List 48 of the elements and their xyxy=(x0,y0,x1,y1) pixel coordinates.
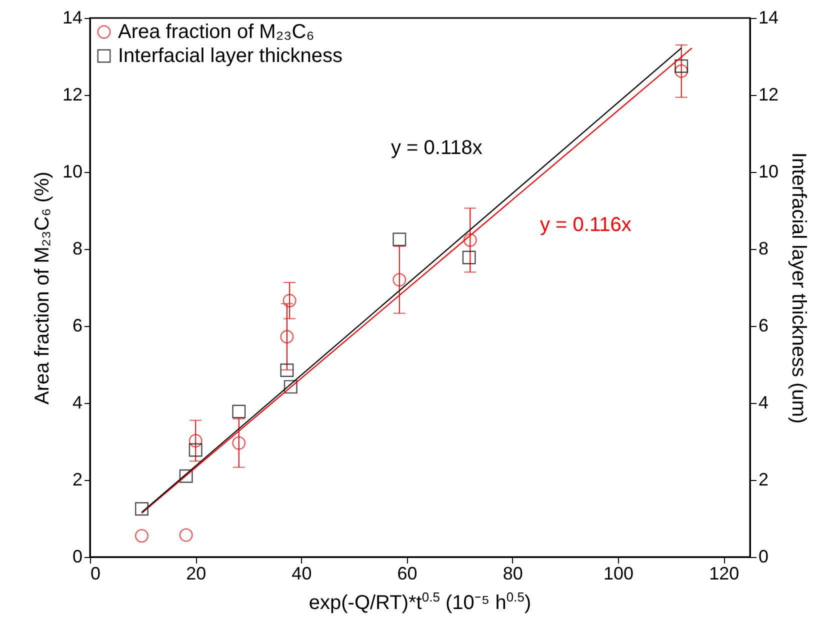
y2-tick-label: 10 xyxy=(758,162,779,182)
y2-axis-title: Interfacial layer thickness (um) xyxy=(788,152,810,424)
x-tick-label: 120 xyxy=(709,564,740,584)
y-tick-label: 10 xyxy=(62,162,82,182)
point xyxy=(282,294,296,308)
y-axis-title: Area fraction of M₂₃C₆ (%) xyxy=(31,172,54,404)
x-tick-label: 60 xyxy=(397,564,418,584)
point xyxy=(462,250,476,264)
y-tick-label: 4 xyxy=(72,392,82,412)
x-axis-title: exp(-Q/RT)*t$^{0.5}$ (10⁻⁵ h$^{0.5}$) xyxy=(308,588,532,615)
x-tick-label: 20 xyxy=(186,564,206,584)
y2-tick-label: 0 xyxy=(758,546,769,566)
x-tick-label: 80 xyxy=(502,564,523,584)
y-tick-label: 0 xyxy=(72,546,82,566)
point xyxy=(232,404,246,418)
y-tick-label: 14 xyxy=(62,8,82,28)
point xyxy=(674,64,688,78)
annotation: y = 0.118x xyxy=(391,137,482,160)
point xyxy=(179,469,193,483)
y-tick-label: 6 xyxy=(72,316,82,336)
legend-label: Area fraction of M₂₃C₆ xyxy=(118,21,314,43)
y2-tick-label: 2 xyxy=(758,470,769,490)
x-tick-label: 100 xyxy=(603,564,634,584)
x-tick-label: 40 xyxy=(292,564,312,584)
annotation: y = 0.116x xyxy=(540,214,632,237)
x-tick-label: 0 xyxy=(90,564,101,584)
point xyxy=(179,528,193,542)
point xyxy=(135,502,148,516)
y2-tick-label: 6 xyxy=(758,316,769,336)
y-tick-label: 8 xyxy=(72,238,82,258)
y2-tick-label: 12 xyxy=(758,84,779,104)
y-tick-label: 2 xyxy=(72,470,82,490)
y2-tick-label: 8 xyxy=(758,238,769,258)
legend-label: Interfacial layer thickness xyxy=(118,45,343,67)
y2-tick-label: 4 xyxy=(758,392,769,412)
y-tick-label: 12 xyxy=(62,84,82,104)
point xyxy=(674,59,688,73)
y2-tick-label: 14 xyxy=(758,8,779,28)
point xyxy=(280,364,294,377)
point xyxy=(135,529,148,543)
point xyxy=(284,380,298,394)
point xyxy=(232,436,246,450)
point xyxy=(188,434,202,448)
point xyxy=(188,443,202,457)
point xyxy=(392,232,406,246)
point xyxy=(392,273,406,287)
point xyxy=(463,233,477,247)
point xyxy=(280,330,294,344)
